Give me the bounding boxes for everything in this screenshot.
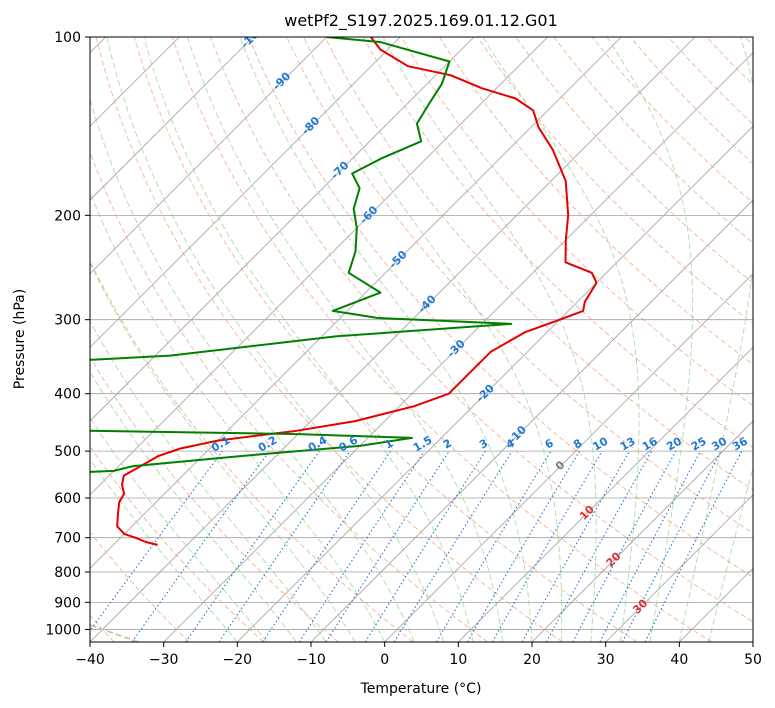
x-tick-label: 30 xyxy=(597,652,615,668)
isotherm-line xyxy=(384,273,753,642)
dry-adiabat-line xyxy=(90,531,190,642)
x-tick-label: −30 xyxy=(149,652,179,668)
x-axis-label: Temperature (°C) xyxy=(360,681,482,697)
plot-area: -100-90-80-70-60-50-40-30-20-10010203040… xyxy=(90,37,753,642)
y-tick-label: 200 xyxy=(54,208,81,224)
isotherm-line xyxy=(90,37,401,348)
sounding-profiles xyxy=(90,37,598,546)
mixing-ratio-line xyxy=(262,450,392,642)
isotherm-line xyxy=(458,346,753,642)
moist-adiabat-line xyxy=(90,97,415,642)
dry-adiabat-lines xyxy=(90,37,753,642)
isotherm-line xyxy=(90,37,327,275)
isotherm-line xyxy=(605,494,753,642)
dry-adiabat-line xyxy=(171,37,712,642)
moist-adiabat-line xyxy=(90,190,386,642)
y-tick-label: 600 xyxy=(54,491,81,507)
y-axis: 100 200 300 400 500 600 700 800 900 1000 xyxy=(45,30,90,638)
y-tick-label: 900 xyxy=(54,595,81,611)
mixing-ratio-line xyxy=(572,450,677,642)
dry-adiabat-line xyxy=(95,37,563,642)
dry-adiabat-line xyxy=(90,150,488,642)
dry-adiabat-line xyxy=(439,37,753,365)
y-tick-label: 400 xyxy=(54,387,81,403)
dry-adiabat-line xyxy=(90,445,264,642)
mixing-ratio-line xyxy=(644,450,743,642)
x-axis: −40 −30 −20 −10 0 10 20 30 40 50 xyxy=(75,642,762,668)
moist-adiabat-line xyxy=(482,37,640,642)
mixing-ratio-line xyxy=(131,450,270,642)
isotherm-line xyxy=(90,37,622,569)
moist-adiabat-line xyxy=(187,37,503,642)
dry-adiabat-line xyxy=(210,37,753,623)
mixing-ratio-labels: 0.1 0.2 0.4 0.6 1 1.5 2 3 4 6 8 10 13 16 20 25 30 36 xyxy=(209,433,750,454)
isotherm-lines xyxy=(90,37,753,642)
moist-adiabat-line xyxy=(90,261,356,642)
isotherm-line xyxy=(163,52,753,642)
y-tick-label: 1000 xyxy=(45,622,81,638)
mixing-ratio-line xyxy=(545,450,653,642)
x-tick-label: 10 xyxy=(449,652,467,668)
isotherm-line xyxy=(90,37,548,496)
y-tick-label: 100 xyxy=(54,30,81,46)
y-tick-label: 800 xyxy=(54,565,81,581)
y-tick-label: 700 xyxy=(54,531,81,547)
dry-adiabat-line xyxy=(90,259,414,642)
x-tick-label: −10 xyxy=(296,652,326,668)
mixing-ratio-lines xyxy=(90,450,743,642)
isotherm-line xyxy=(90,37,254,201)
moist-adiabat-line xyxy=(90,416,268,642)
moist-adiabat-lines xyxy=(90,37,753,642)
y-tick-label: 500 xyxy=(54,444,81,460)
moist-adiabat-line xyxy=(90,458,238,642)
mixing-ratio-line xyxy=(298,450,425,642)
dry-adiabat-line xyxy=(515,37,753,284)
isotherm-line xyxy=(90,37,475,422)
dry-adiabat-line xyxy=(324,37,753,491)
isotherm-line xyxy=(531,420,753,642)
moist-adiabat-line xyxy=(606,37,694,642)
moist-adiabat-line xyxy=(303,37,563,642)
mixing-ratio-line xyxy=(393,450,513,642)
isotherm-line xyxy=(90,37,696,642)
y-axis-label: Pressure (hPa) xyxy=(12,289,28,389)
x-tick-label: 50 xyxy=(744,652,762,668)
mixing-ratio-line xyxy=(521,450,630,642)
moist-adiabat-line xyxy=(106,37,445,642)
x-tick-label: 0 xyxy=(380,652,389,668)
moist-adiabat-line xyxy=(143,37,474,642)
moist-adiabat-line xyxy=(90,371,297,642)
x-tick-label: −40 xyxy=(75,652,105,668)
dry-adiabat-line xyxy=(248,37,753,578)
dry-adiabat-line xyxy=(90,356,339,642)
mixing-ratio-line xyxy=(90,450,223,632)
dry-adiabat-line xyxy=(400,37,753,407)
isotherm-line xyxy=(237,125,753,642)
moist-adiabat-line xyxy=(678,37,753,642)
plot-frame xyxy=(89,36,754,643)
temperature-line xyxy=(116,37,598,546)
chart-title: wetPf2_S197.2025.169.01.12.G01 xyxy=(284,11,558,31)
moist-adiabat-line xyxy=(90,320,327,642)
x-tick-label: −20 xyxy=(223,652,253,668)
x-tick-label: 40 xyxy=(670,652,688,668)
dry-adiabat-line xyxy=(133,37,638,642)
mixing-ratio-line xyxy=(325,450,450,642)
moist-adiabat-line xyxy=(382,37,597,642)
mixing-ratio-line xyxy=(185,450,320,642)
moist-adiabat-line xyxy=(239,37,533,642)
x-tick-label: 20 xyxy=(523,652,541,668)
y-tick-label: 300 xyxy=(54,313,81,329)
pressure-grid-lines xyxy=(90,37,753,630)
dewpoint-line xyxy=(90,37,513,473)
mixing-ratio-line xyxy=(218,450,351,642)
